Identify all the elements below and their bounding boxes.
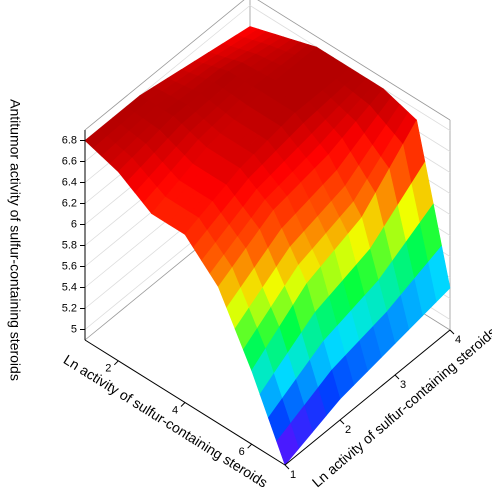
y-tick-label: 3 [400,379,406,391]
y-tick [449,329,455,335]
x-axis-title: Ln activity of sulfur-containing steroid… [61,351,271,490]
y-tick-label: 2 [345,424,351,436]
box-edge [257,0,451,121]
z-tick-label: 5.2 [62,302,77,314]
y-tick-label: 1 [290,469,296,481]
z-tick-label: 5.6 [62,260,77,272]
axis-line [284,329,451,466]
z-tick-label: 6.8 [62,134,77,146]
x-tick-label: 4 [172,404,178,416]
z-axis-title: Antitumor activity of sulfur-containing … [7,99,23,381]
y-tick [284,464,290,470]
x-tick-label: 2 [105,363,111,375]
y-tick-label: 4 [455,334,461,346]
surface [84,26,451,466]
x-tick-label: 6 [239,446,245,458]
x-tick [113,360,119,366]
z-tick-label: 6.6 [62,155,77,167]
z-tick-label: 5 [71,323,77,335]
box-edge [84,0,245,131]
z-tick-label: 6.4 [62,176,77,188]
y-tick [339,419,345,425]
y-tick [394,374,400,380]
surface-patch [276,422,300,466]
z-tick-label: 6 [71,218,77,230]
x-tick [247,443,253,449]
z-tick-label: 5.8 [62,239,77,251]
z-tick-label: 5.4 [62,281,77,293]
x-tick [180,402,186,407]
z-tick-label: 6.2 [62,197,77,209]
